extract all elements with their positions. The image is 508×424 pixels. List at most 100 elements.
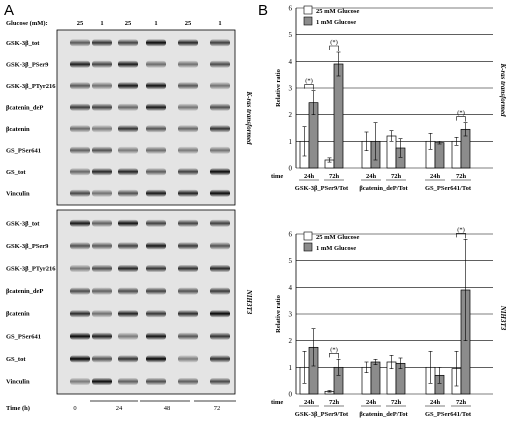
y-tick-label: 2 xyxy=(289,111,293,119)
ras-row-label: βcatenin_deP xyxy=(6,104,43,111)
nih-band xyxy=(118,242,138,250)
legend-entry: 1 mM Glucose xyxy=(316,19,356,26)
nih-band xyxy=(92,242,112,250)
glucose-value: 1 xyxy=(154,20,157,27)
ras-band xyxy=(70,60,90,68)
nih-band xyxy=(146,310,166,318)
ras-band xyxy=(92,103,112,111)
ras-band xyxy=(178,82,198,90)
ras-band xyxy=(146,39,166,47)
glucose-value: 25 xyxy=(185,20,192,27)
nih-band xyxy=(178,287,198,295)
time-axis-label: time xyxy=(271,399,283,406)
ras-side-label-a: K-ras transformed xyxy=(245,90,253,145)
nih-side-label-b: NIH3T3 xyxy=(499,305,507,331)
nih-band xyxy=(118,219,138,227)
y-tick-label: 4 xyxy=(289,284,293,292)
ras-row-label: βcatenin xyxy=(6,126,30,133)
nih-row-label: GSK-3β_PTyr216 xyxy=(6,266,56,273)
significance-mark: (*) xyxy=(457,226,465,233)
bar xyxy=(333,63,344,169)
group-label: GSK-3β_PSer9/Tot xyxy=(295,411,349,418)
y-tick-label: 2 xyxy=(289,337,293,345)
nih-band xyxy=(92,310,112,318)
nih-band xyxy=(70,310,90,318)
ras-band xyxy=(92,125,112,133)
significance-mark: (*) xyxy=(457,110,465,117)
ras-band xyxy=(210,125,230,133)
ras-band xyxy=(146,60,166,68)
ras-blot-bands xyxy=(70,39,230,197)
ras-band xyxy=(70,125,90,133)
bar xyxy=(370,361,381,395)
ras-band xyxy=(92,168,112,176)
glucose-value: 25 xyxy=(77,20,84,27)
nih-band xyxy=(146,265,166,272)
ras-band xyxy=(118,39,138,47)
y-tick-label: 0 xyxy=(289,165,293,173)
y-tick-label: 3 xyxy=(289,311,293,319)
ras-band xyxy=(118,189,138,197)
chart-nih3t3: 0 1 2 3 4 5 6 Relative ratio 25 mM Glucose 1 mM G… xyxy=(271,226,493,418)
nih-band xyxy=(118,310,138,318)
time-label: Time (h) xyxy=(6,405,30,412)
nih-band xyxy=(70,287,90,295)
nih-band xyxy=(92,355,112,363)
ras-row-label: GSK-3β_tot xyxy=(6,40,40,47)
ras-band xyxy=(210,82,230,90)
time-tick-label: 24h xyxy=(304,399,315,406)
panel-a-letter: A xyxy=(4,2,14,19)
time-value: 0 xyxy=(73,405,76,412)
ras-band xyxy=(146,125,166,133)
panel-a-western-blots: A Glucose (mM): 25 1 25 1 25 1 GSK-3β_totGSK-… xyxy=(4,2,253,412)
glucose-value: 1 xyxy=(100,20,103,27)
ras-band xyxy=(178,168,198,176)
significance-bracket xyxy=(329,353,339,359)
ras-band xyxy=(118,103,138,111)
nih-band xyxy=(92,265,112,272)
significance-bracket xyxy=(329,45,339,51)
nih-band xyxy=(70,265,90,272)
ras-row-label: GS_PSer641 xyxy=(6,147,41,154)
nih-band xyxy=(210,332,230,340)
legend-entry: 25 mM Glucose xyxy=(316,234,359,241)
time-axis-label: time xyxy=(271,173,283,180)
time-tick-label: 24h xyxy=(366,399,377,406)
nih-row-label: GS_tot xyxy=(6,356,26,363)
nih-blot-labels: GSK-3β_tot GSK-3β_PSer9 GSK-3β_PTyr216 βcat… xyxy=(6,220,56,385)
ras-band xyxy=(178,146,198,154)
nih-row-label: Vinculin xyxy=(6,379,30,386)
group-label: GSK-3β_PSer9/Tot xyxy=(295,185,349,192)
nih-band xyxy=(146,355,166,363)
glucose-values: 25 1 25 1 25 1 xyxy=(77,20,222,27)
legend-entry: 1 mM Glucose xyxy=(316,245,356,252)
time-tick-label: 72h xyxy=(456,173,467,180)
nih-band xyxy=(118,355,138,363)
nih-band xyxy=(178,378,198,385)
nih-row-label: βcatenin_deP xyxy=(6,288,43,295)
ras-side-label-b: K-ras transformed xyxy=(499,62,507,117)
legend-swatch xyxy=(303,5,313,15)
ras-band xyxy=(178,125,198,133)
time-tick-label: 72h xyxy=(391,173,402,180)
nih-row-label: GSK-3β_PSer9 xyxy=(6,243,49,250)
ras-band xyxy=(92,60,112,68)
ras-band xyxy=(178,103,198,111)
y-tick-label: 0 xyxy=(289,391,293,399)
nih-band xyxy=(92,219,112,227)
nih-row-label: βcatenin xyxy=(6,311,30,318)
nih-row-label: GS_PSer641 xyxy=(6,333,41,340)
nih-band xyxy=(70,242,90,250)
time-tick-label: 24h xyxy=(304,173,315,180)
time-tick-label: 72h xyxy=(329,399,340,406)
nih-band xyxy=(210,355,230,363)
y-tick-label: 1 xyxy=(289,138,293,146)
time-tick-label: 72h xyxy=(456,399,467,406)
ras-band xyxy=(210,146,230,154)
ras-band xyxy=(210,189,230,197)
nih-blot-bands xyxy=(70,219,230,385)
nih-band xyxy=(210,219,230,227)
ras-band xyxy=(146,103,166,111)
panel-b-bar-charts: B K-ras transformed NIH3T3 0 1 2 3 4 5 6 Relati… xyxy=(258,2,507,418)
